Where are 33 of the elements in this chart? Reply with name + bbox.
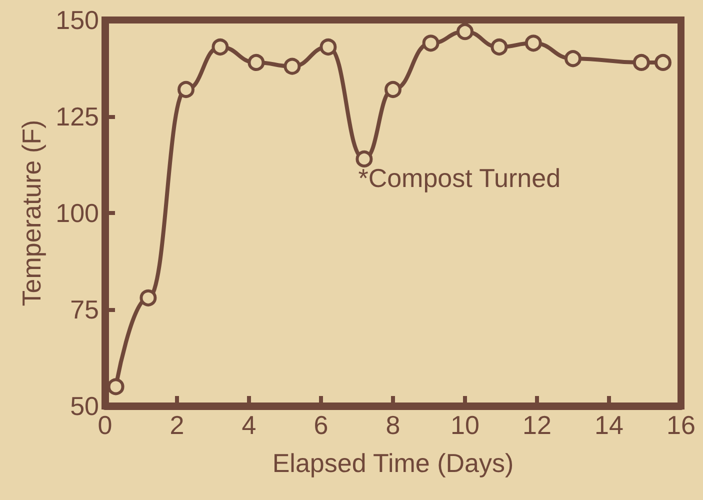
x-tick-label: 2: [170, 410, 184, 440]
point: [422, 34, 440, 52]
point: [456, 23, 474, 40]
y-axis-title: Temperature (F): [16, 120, 47, 306]
x-tick-label: 10: [450, 410, 480, 440]
x-tick-label: 12: [522, 410, 552, 440]
point: [654, 54, 672, 71]
point: [356, 150, 373, 168]
x-tick-label: 6: [314, 410, 328, 440]
annotation: *Compost Turned: [358, 162, 561, 193]
point: [490, 38, 508, 56]
y-tick-label: 100: [56, 198, 99, 228]
point: [140, 289, 157, 306]
y-tick-label: 150: [56, 5, 99, 35]
point: [320, 38, 337, 56]
x-tick-label: 16: [666, 410, 696, 440]
point: [384, 80, 402, 98]
x-tick-label: 4: [242, 410, 256, 440]
y-tick-label: 125: [56, 102, 99, 132]
point: [632, 54, 650, 71]
point: [212, 38, 229, 56]
point: [524, 34, 542, 52]
x-tick-label: 14: [594, 410, 624, 440]
y-tick-label: 50: [70, 391, 99, 421]
point: [248, 54, 265, 71]
point: [107, 378, 124, 396]
point: [564, 50, 582, 68]
point: [178, 80, 194, 98]
point: [284, 58, 301, 75]
x-tick-label: 0: [98, 410, 112, 440]
y-tick-label: 75: [70, 294, 99, 324]
x-tick-label: 8: [386, 410, 400, 440]
x-axis-title: Elapsed Time (Days): [272, 448, 514, 478]
